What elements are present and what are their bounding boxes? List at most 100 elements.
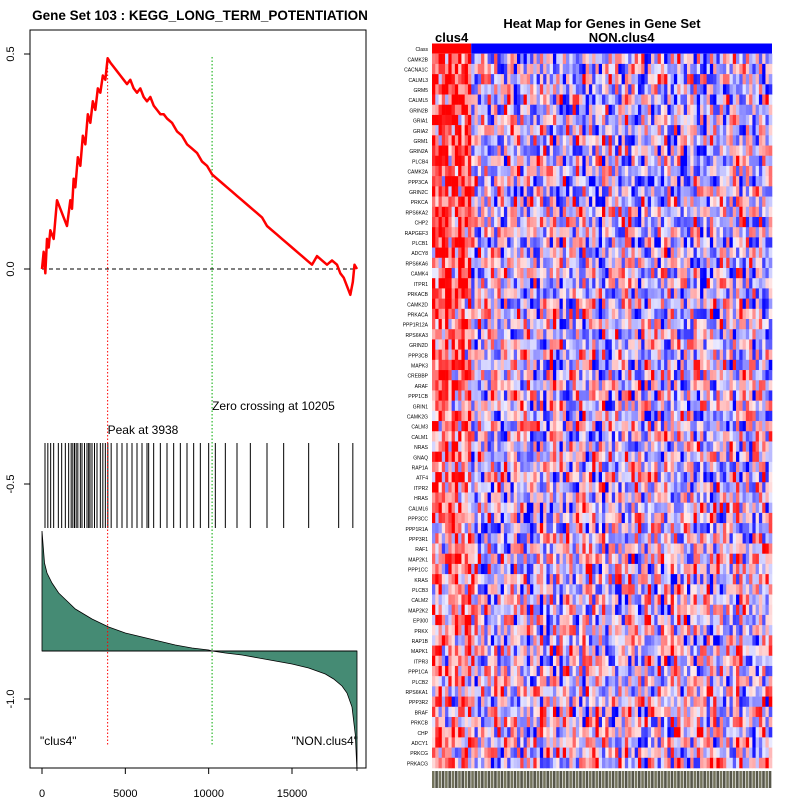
heatmap-cell: [439, 462, 443, 473]
heatmap-cell: [658, 360, 662, 371]
heatmap-cell: [739, 431, 743, 442]
heatmap-cell: [586, 197, 590, 208]
heatmap-cell: [726, 421, 730, 432]
heatmap-cell: [641, 390, 645, 401]
heatmap-cell: [497, 360, 501, 371]
heatmap-cell: [671, 452, 675, 463]
heatmap-cell: [468, 370, 472, 381]
heatmap-cell: [530, 360, 534, 371]
heatmap-cell: [684, 492, 688, 503]
heatmap-cell: [697, 64, 701, 75]
heatmap-row-label: RPS6KA6: [405, 261, 428, 267]
heatmap-cell: [501, 54, 505, 65]
heatmap-cell: [671, 125, 675, 136]
heatmap-cell: [468, 513, 472, 524]
heatmap-cell: [700, 197, 704, 208]
heatmap-cell: [658, 105, 662, 116]
heatmap-cell: [749, 431, 753, 442]
heatmap-cell: [638, 421, 642, 432]
heatmap-cell: [756, 64, 760, 75]
heatmap-cell: [484, 390, 488, 401]
heatmap-cell: [641, 135, 645, 146]
heatmap-cell: [645, 441, 649, 452]
heatmap-cell: [641, 258, 645, 269]
heatmap-cell: [743, 84, 747, 95]
heatmap-cell: [481, 156, 485, 167]
heatmap-cell: [599, 227, 603, 238]
heatmap-cell: [638, 492, 642, 503]
heatmap-cell: [537, 186, 541, 197]
heatmap-cell: [723, 237, 727, 248]
heatmap-cell: [546, 84, 550, 95]
heatmap-cell: [553, 135, 557, 146]
heatmap-cell: [546, 248, 550, 259]
heatmap-cell: [739, 329, 743, 340]
heatmap-cell: [684, 115, 688, 126]
heatmap-cell: [703, 492, 707, 503]
heatmap-cell: [579, 146, 583, 157]
heatmap-cell: [674, 441, 678, 452]
heatmap-cell: [720, 339, 724, 350]
heatmap-cell: [563, 309, 567, 320]
heatmap-cell: [566, 146, 570, 157]
heatmap-cell: [556, 319, 560, 330]
heatmap-cell: [635, 197, 639, 208]
heatmap-cell: [491, 390, 495, 401]
heatmap-cell: [478, 115, 482, 126]
heatmap-cell: [645, 115, 649, 126]
heatmap-cell: [720, 248, 724, 259]
heatmap-cell: [504, 401, 508, 412]
heatmap-cell: [579, 482, 583, 493]
heatmap-cell: [527, 350, 531, 361]
heatmap-cell: [697, 176, 701, 187]
heatmap-cell: [664, 95, 668, 106]
heatmap-cell: [648, 156, 652, 167]
heatmap-cell: [651, 207, 655, 218]
heatmap-cell: [475, 186, 479, 197]
heatmap-cell: [631, 146, 635, 157]
heatmap-cell: [658, 329, 662, 340]
heatmap-cell: [723, 390, 727, 401]
heatmap-cell: [756, 380, 760, 391]
heatmap-cell: [713, 431, 717, 442]
heatmap-cell: [501, 146, 505, 157]
heatmap-cell: [491, 278, 495, 289]
heatmap-cell: [556, 452, 560, 463]
heatmap-cell: [497, 319, 501, 330]
heatmap-cell: [667, 503, 671, 514]
heatmap-cell: [618, 390, 622, 401]
heatmap-cell: [543, 390, 547, 401]
heatmap-cell: [501, 207, 505, 218]
heatmap-cell: [612, 227, 616, 238]
heatmap-cell: [605, 482, 609, 493]
heatmap-cell: [514, 84, 518, 95]
heatmap-cell: [481, 441, 485, 452]
heatmap-cell: [739, 125, 743, 136]
heatmap-cell: [602, 523, 606, 534]
heatmap-cell: [612, 248, 616, 259]
heatmap-cell: [762, 197, 766, 208]
heatmap-cell: [756, 186, 760, 197]
heatmap-cell: [674, 105, 678, 116]
heatmap-cell: [707, 176, 711, 187]
heatmap-cell: [582, 503, 586, 514]
heatmap-cell: [546, 125, 550, 136]
heatmap-cell: [484, 217, 488, 228]
heatmap-cell: [674, 390, 678, 401]
heatmap-cell: [592, 339, 596, 350]
heatmap-cell: [458, 319, 462, 330]
heatmap-cell: [687, 156, 691, 167]
heatmap-cell: [680, 513, 684, 524]
heatmap-cell: [592, 523, 596, 534]
heatmap-cell: [625, 146, 629, 157]
heatmap-cell: [586, 125, 590, 136]
heatmap-cell: [448, 329, 452, 340]
heatmap-cell: [697, 441, 701, 452]
heatmap-cell: [697, 105, 701, 116]
heatmap-cell: [759, 452, 763, 463]
heatmap-cell: [641, 84, 645, 95]
heatmap-cell: [475, 54, 479, 65]
heatmap-cell: [491, 176, 495, 187]
heatmap-cell: [645, 166, 649, 177]
heatmap-cell: [765, 135, 769, 146]
